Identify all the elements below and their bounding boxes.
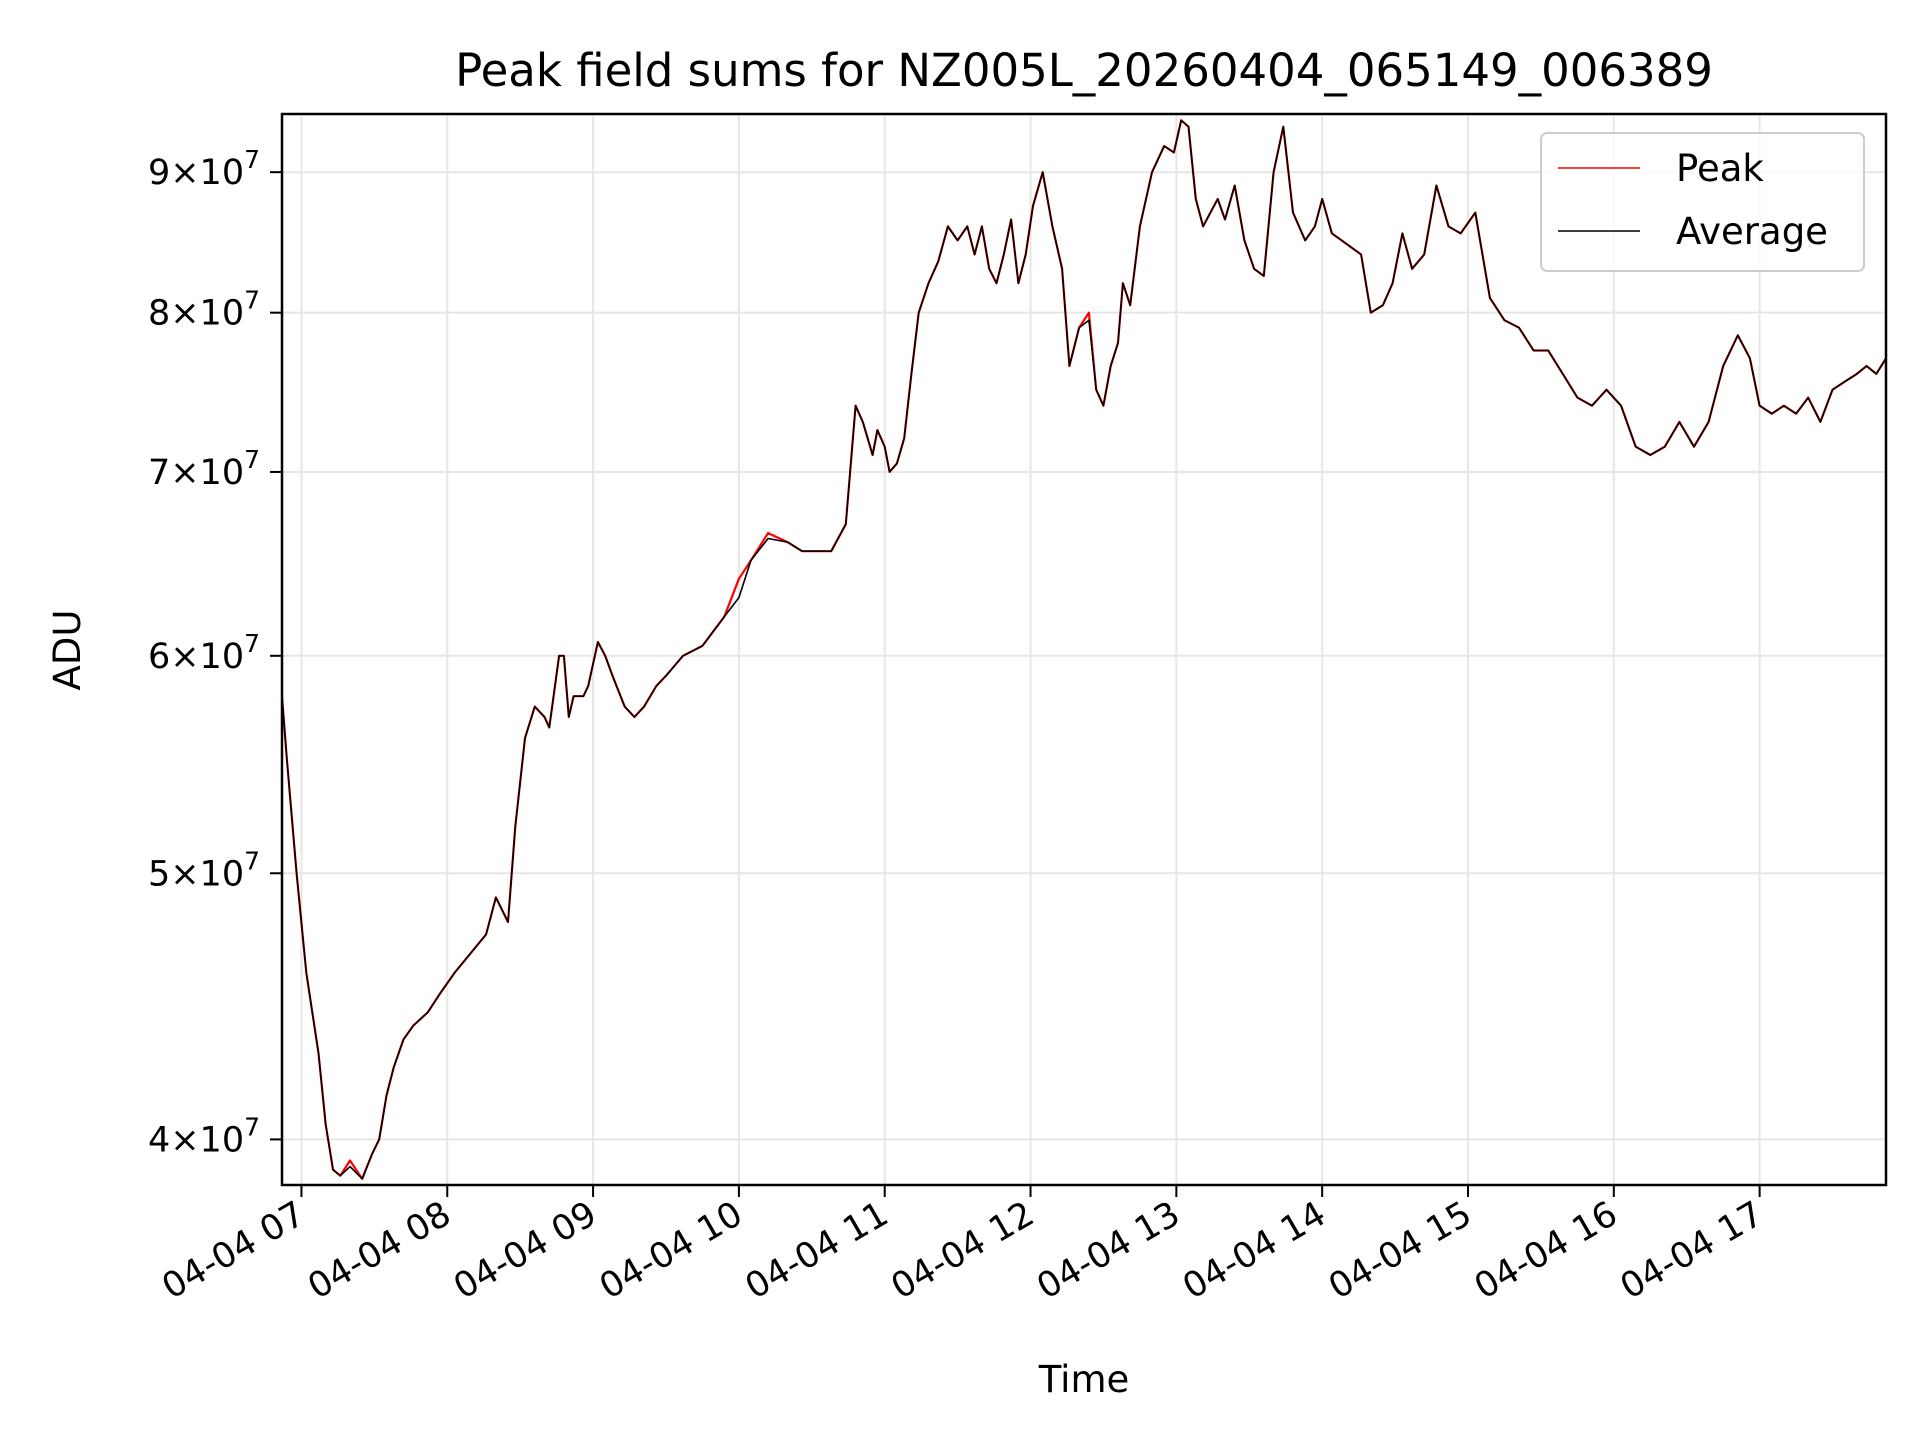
y-tick-label: 8×107 (148, 286, 260, 334)
legend-peak-label: Peak (1676, 147, 1764, 190)
y-tick-label: 5×107 (148, 846, 260, 894)
x-tick-label: 04-04 16 (1468, 1194, 1624, 1307)
y-tick-label: 9×107 (148, 145, 260, 193)
plot-frame (280, 112, 1888, 1187)
legend-average-label: Average (1676, 210, 1828, 253)
x-tick-label: 04-04 15 (1322, 1194, 1478, 1307)
y-tick-label: 6×107 (148, 629, 260, 677)
x-tick-label: 04-04 11 (739, 1194, 895, 1307)
chart-title: Peak field sums for NZ005L_20260404_0651… (455, 44, 1713, 97)
y-axis-label: ADU (46, 610, 89, 691)
x-tick-label: 04-04 07 (156, 1194, 312, 1307)
x-tick-label: 04-04 13 (1031, 1194, 1187, 1307)
y-tick-label: 4×107 (148, 1112, 260, 1160)
x-tick-label: 04-04 08 (301, 1194, 457, 1307)
average-series-line (281, 119, 1887, 1180)
legend: Peak Average (1540, 132, 1865, 272)
peak-series-line (280, 119, 1887, 1180)
series-lines (280, 119, 1887, 1180)
x-tick-label: 04-04 17 (1614, 1194, 1770, 1307)
grid (282, 114, 1886, 1185)
x-axis-label: Time (1038, 1358, 1130, 1401)
y-tick-label: 7×107 (148, 445, 260, 493)
y-axis: 4×107 5×107 6×107 7×107 8×107 9×107 (148, 145, 282, 1160)
x-tick-label: 04-04 12 (885, 1194, 1041, 1307)
x-tick-label: 04-04 09 (447, 1194, 603, 1307)
x-tick-label: 04-04 10 (593, 1194, 749, 1307)
x-tick-label: 04-04 14 (1176, 1194, 1332, 1307)
